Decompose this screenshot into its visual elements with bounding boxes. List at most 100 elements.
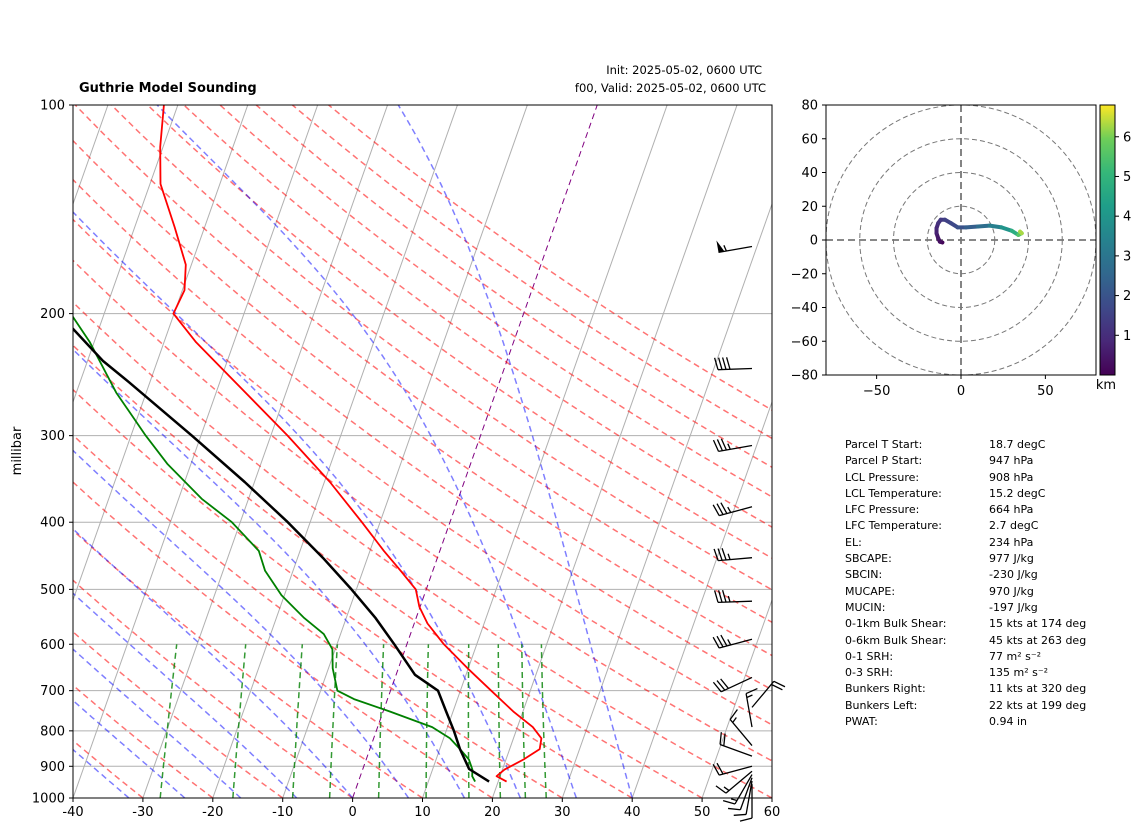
chart-title: Guthrie Model Sounding (79, 81, 257, 96)
isotherm-line (142, 105, 389, 798)
parameter-label: 0-6km Bulk Shear: (845, 633, 947, 647)
hodograph-rings (826, 105, 1096, 375)
y-tick-label: 900 (40, 760, 65, 775)
moist-adiabat (73, 348, 466, 798)
x-tick-label: 30 (554, 805, 571, 820)
hodo-y-tick-label: −80 (791, 369, 818, 384)
y-axis-label: millibar (10, 426, 25, 475)
parameter-label: Parcel P Start: (845, 454, 923, 468)
parameter-row: PWAT: 0.94 in (845, 715, 1115, 731)
colorbar (1099, 104, 1116, 376)
parameter-value: 15 kts at 174 deg (989, 617, 1087, 631)
parameter-row: SBCAPE: 977 J/kg (845, 552, 1115, 568)
parameter-value: 970 J/kg (989, 584, 1034, 598)
hodograph-axes: −50 0 50 −80 −60 −40 −20 0 20 40 60 80 (791, 99, 1054, 400)
wind-barbs (712, 240, 786, 822)
dry-adiabat (73, 630, 284, 798)
isotherm-line (352, 105, 598, 798)
skew-t-grid (73, 105, 772, 798)
hodograph-panel: −50 0 50 −80 −60 −40 −20 0 20 40 60 80 1 2 3 4 5 6 km (791, 99, 1132, 400)
dry-adiabat (73, 481, 493, 798)
mixing-ratio-line (377, 644, 385, 798)
x-tick-label: 40 (624, 805, 641, 820)
hodograph-trace (934, 217, 1024, 245)
parameter-label: SBCIN: (845, 568, 883, 582)
moist-adiabat (156, 105, 578, 798)
x-tick-label: 60 (764, 805, 781, 820)
parameter-label: LCL Temperature: (845, 486, 942, 500)
mixing-ratio-line (540, 644, 547, 798)
isotherm-line (282, 105, 528, 798)
mixing-ratio-line (159, 644, 178, 798)
dry-adiabat (73, 139, 772, 657)
parameter-value: 0.94 in (989, 715, 1028, 729)
x-tick-label: 10 (414, 805, 431, 820)
colorbar-axes: 1 2 3 4 5 6 (1115, 130, 1131, 344)
parameter-label: LFC Pressure: (845, 503, 920, 517)
parameter-label: PWAT: (845, 715, 878, 729)
hodo-x-tick-label: 50 (1037, 384, 1054, 399)
parameter-label: LCL Pressure: (845, 470, 920, 484)
wind-barb (713, 357, 753, 371)
parameter-row: 0-6km Bulk Shear: 45 kts at 263 deg (845, 634, 1115, 650)
moist-adiabat (73, 699, 186, 798)
temperature-profile (159, 105, 543, 783)
wind-barb (712, 438, 753, 453)
parameter-value: 15.2 degC (989, 486, 1046, 500)
dry-adiabat (291, 105, 772, 440)
parcel-profile (73, 326, 490, 783)
parameter-label: MUCIN: (845, 600, 886, 614)
y-tick-label: 800 (40, 724, 65, 739)
parameter-row: 0-1km Bulk Shear: 15 kts at 174 deg (845, 617, 1115, 633)
colorbar-tick-label: 4 (1123, 210, 1131, 225)
hodo-y-tick-label: 20 (801, 200, 818, 215)
hodo-x-tick-label: 0 (957, 384, 965, 399)
x-tick-label: -40 (62, 805, 83, 820)
moist-adiabat (73, 211, 522, 798)
dry-adiabat (255, 105, 772, 469)
isotherm-line (73, 105, 249, 602)
isotherm-line (73, 105, 319, 798)
y-tick-label: 100 (40, 99, 65, 114)
parameter-label: SBCAPE: (845, 552, 892, 566)
parameter-row: MUCIN: -197 J/kg (845, 601, 1115, 617)
parameter-value: 45 kts at 263 deg (989, 633, 1087, 647)
y-tick-label: 600 (40, 638, 65, 653)
skew-t-frame (72, 104, 773, 799)
wind-barb (712, 502, 753, 517)
y-tick-label: 700 (40, 684, 65, 699)
moist-adiabat (73, 592, 298, 798)
dry-adiabat (73, 388, 633, 798)
wind-barb (713, 548, 753, 562)
parameter-label: Bunkers Left: (845, 698, 918, 712)
y-tick-label: 1000 (32, 792, 65, 807)
parameter-value: 234 hPa (989, 535, 1034, 549)
dry-adiabat (328, 105, 772, 411)
hodo-y-tick-label: 80 (801, 99, 818, 114)
parameter-row: LFC Temperature: 2.7 degC (845, 519, 1115, 535)
wind-barb (751, 680, 786, 708)
parameter-row: SBCIN: -230 J/kg (845, 568, 1115, 584)
dewpoint-profile (73, 315, 476, 783)
hodo-x-tick-label: −50 (863, 384, 890, 399)
parameter-row: LFC Pressure: 664 hPa (845, 503, 1115, 519)
parameter-row: MUCAPE: 970 J/kg (845, 585, 1115, 601)
init-time-label: Init: 2025-05-02, 0600 UTC (606, 63, 762, 77)
wind-barb (729, 709, 753, 746)
x-tick-label: 50 (694, 805, 711, 820)
parameter-row: LCL Pressure: 908 hPa (845, 471, 1115, 487)
x-tick-label: -10 (272, 805, 293, 820)
parameter-value: -197 J/kg (989, 600, 1038, 614)
parameter-value: 135 m² s⁻² (989, 666, 1049, 680)
isotherm-line (422, 105, 668, 798)
dry-adiabat (73, 579, 354, 798)
dry-adiabat (110, 105, 772, 591)
y-tick-label: 300 (40, 429, 65, 444)
parameter-value: 77 m² s⁻² (989, 649, 1042, 663)
parameter-row: Bunkers Left: 22 kts at 199 deg (845, 699, 1115, 715)
x-tick-label: 20 (484, 805, 501, 820)
parameter-value: 11 kts at 320 deg (989, 682, 1087, 696)
mixing-ratio-line (232, 644, 247, 798)
colorbar-tick-label: 3 (1123, 249, 1131, 264)
parameter-label: 0-3 SRH: (845, 666, 894, 680)
